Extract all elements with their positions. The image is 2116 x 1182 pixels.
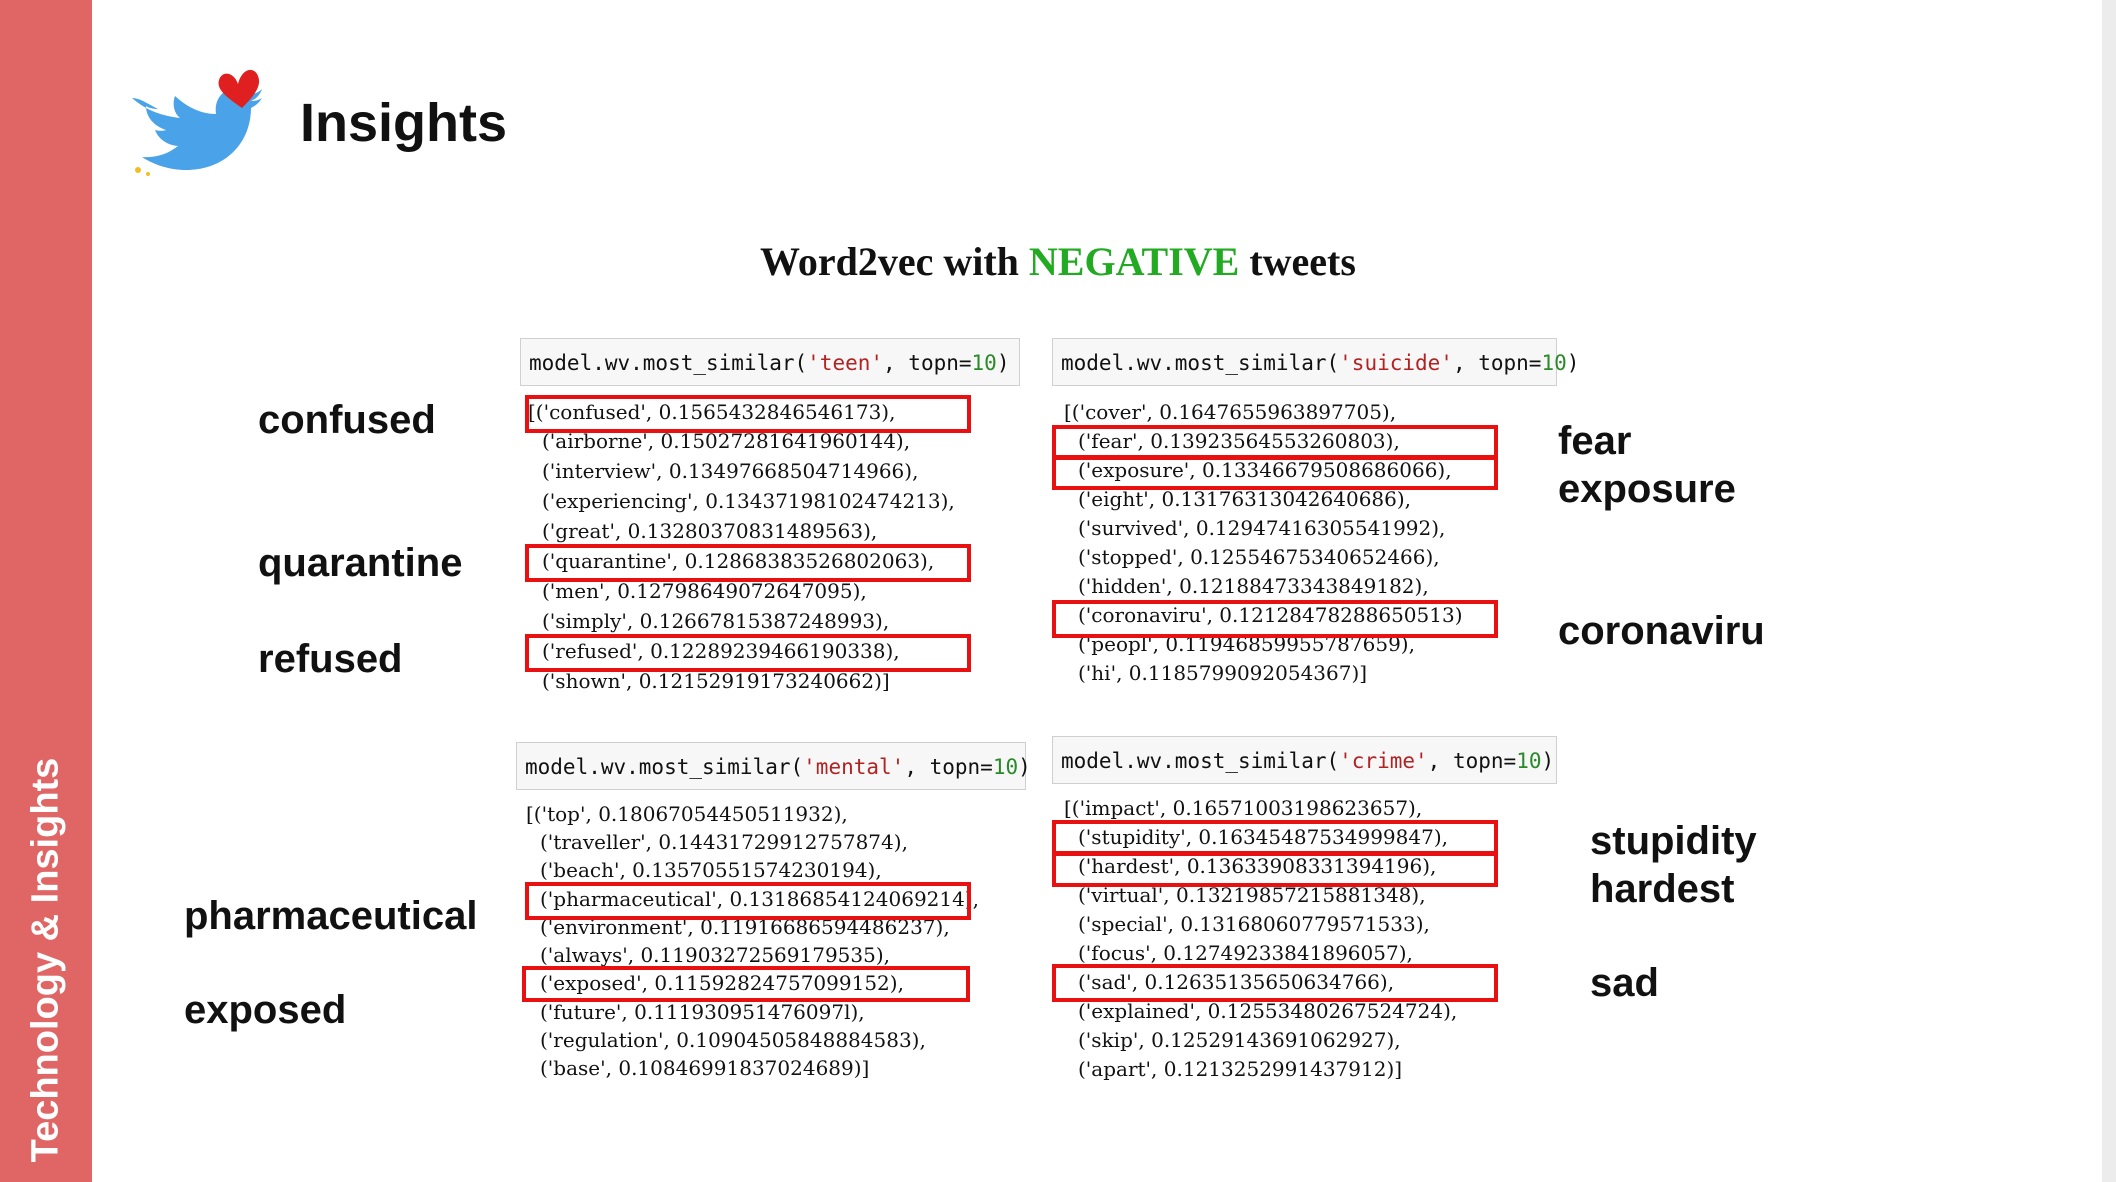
result-line: ('great', 0.13280370831489563), <box>542 519 878 543</box>
result-line: ('focus', 0.12749233841896057), <box>1078 941 1413 965</box>
annotation-pharmaceutical: pharmaceutical <box>184 894 478 938</box>
highlight-box <box>525 634 971 672</box>
result-line: ('fear', 0.13923564553260803), <box>1078 429 1400 453</box>
sidebar-label: Technology & Insights <box>24 757 67 1163</box>
result-line: ('special', 0.13168060779571533), <box>1078 912 1430 936</box>
annotation-fear: fear <box>1558 419 1632 463</box>
highlight-box <box>1052 600 1498 638</box>
result-line: ('eight', 0.13176313042640686), <box>1078 487 1412 511</box>
result-line: ('hi', 0.1185799092054367)] <box>1078 661 1368 685</box>
result-line: ('pharmaceutical', 0.13186854124069214), <box>540 887 980 911</box>
annotation-sad: sad <box>1590 961 1659 1005</box>
twitter-bird-heart-icon <box>128 66 262 178</box>
result-line: ('apart', 0.1213252991437912)] <box>1078 1057 1403 1081</box>
result-line: ('hidden', 0.12188473343849182), <box>1078 574 1429 598</box>
query-prefix: model.wv.most_similar( <box>525 755 804 779</box>
query-topn: 10 <box>971 351 997 375</box>
query-suicide: model.wv.most_similar('suicide', topn=10… <box>1052 338 1579 386</box>
query-topn: 10 <box>1541 351 1567 375</box>
query-prefix: model.wv.most_similar( <box>1061 749 1340 773</box>
annotation-refused: refused <box>258 637 403 681</box>
result-line: ('beach', 0.13570551574230194), <box>540 858 882 882</box>
result-line: ('stopped', 0.12554675340652466), <box>1078 545 1440 569</box>
annotation-quarantine: quarantine <box>258 541 463 585</box>
highlight-box <box>1052 425 1498 459</box>
slide-subtitle: Word2vec with NEGATIVE tweets <box>0 238 2116 285</box>
result-line: ('explained', 0.12553480267524724), <box>1078 999 1458 1023</box>
query-sep: , topn= <box>904 755 993 779</box>
result-line: ('experiencing', 0.13437198102474213), <box>542 489 955 513</box>
query-teen: model.wv.most_similar('teen', topn=10) <box>520 338 1020 386</box>
result-line: [('impact', 0.16571003198623657), <box>1064 796 1423 820</box>
result-line: ('virtual', 0.13219857215881348), <box>1078 883 1426 907</box>
query-suffix: ) <box>1566 351 1580 375</box>
query-sep: , topn= <box>883 351 972 375</box>
result-line: ('coronaviru', 0.12128478288650513) <box>1078 603 1463 627</box>
query-prefix: model.wv.most_similar( <box>529 351 808 375</box>
result-line: ('men', 0.12798649072647095), <box>542 579 867 603</box>
result-line: ('simply', 0.12667815387248993), <box>542 609 890 633</box>
page-title: Insights <box>300 93 508 153</box>
highlight-box <box>525 882 971 920</box>
result-line: ('interview', 0.13497668504714966), <box>542 459 919 483</box>
annotation-coronaviru: coronaviru <box>1558 609 1765 653</box>
result-line: ('sad', 0.12635135650634766), <box>1078 970 1395 994</box>
annotation-stupidity: stupidity <box>1590 819 1757 863</box>
result-line: ('always', 0.11903272569179535), <box>540 943 890 967</box>
result-line: ('hardest', 0.13633908331394196), <box>1078 854 1437 878</box>
result-line: ('shown', 0.12152919173240662)] <box>542 669 890 693</box>
query-word: 'crime' <box>1339 749 1428 773</box>
result-line: [('top', 0.18067054450511932), <box>526 802 848 826</box>
sidebar: Technology & Insights <box>0 0 92 1182</box>
subtitle-accent: NEGATIVE <box>1028 239 1240 284</box>
query-word: 'teen' <box>807 351 884 375</box>
query-topn: 10 <box>992 755 1019 779</box>
result-line: ('survived', 0.12947416305541992), <box>1078 516 1446 540</box>
right-edge-strip <box>2102 0 2116 1182</box>
result-line: ('stupidity', 0.16345487534999847), <box>1078 825 1448 849</box>
query-word: 'mental' <box>803 755 905 779</box>
annotation-confused: confused <box>258 398 436 442</box>
annotation-exposed: exposed <box>184 988 347 1032</box>
query-crime: model.wv.most_similar('crime', topn=10) <box>1052 736 1557 784</box>
highlight-box <box>1052 456 1498 490</box>
query-mental: model.wv.most_similar('mental', topn=10) <box>516 742 1031 790</box>
result-line: ('exposed', 0.11592824757099152), <box>540 971 904 995</box>
query-prefix: model.wv.most_similar( <box>1061 351 1340 375</box>
result-line: ('traveller', 0.14431729912757874), <box>540 830 908 854</box>
result-line: ('regulation', 0.10904505848884583), <box>540 1028 926 1052</box>
highlight-box <box>522 966 970 1002</box>
query-sep: , topn= <box>1452 351 1542 375</box>
result-line: ('base', 0.10846991837024689)] <box>540 1056 870 1080</box>
query-topn: 10 <box>1516 749 1542 773</box>
subtitle-prefix: Word2vec with <box>760 239 1029 284</box>
result-line: ('airborne', 0.15027281641960144), <box>542 429 911 453</box>
query-suffix: ) <box>1018 755 1031 779</box>
annotation-hardest: hardest <box>1590 867 1735 911</box>
query-suffix: ) <box>996 351 1010 375</box>
query-suffix: ) <box>1541 749 1555 773</box>
result-line: [('confused', 0.1565432846546173), <box>528 400 896 424</box>
highlight-box <box>1052 851 1498 887</box>
result-line: ('refused', 0.12289239466190338), <box>542 639 900 663</box>
result-line: ('skip', 0.12529143691062927), <box>1078 1028 1401 1052</box>
query-word: 'suicide' <box>1339 351 1453 375</box>
result-line: ('quarantine', 0.12868383526802063), <box>542 549 935 573</box>
subtitle-suffix: tweets <box>1239 239 1356 284</box>
result-line: ('future', 0.111930951476097l), <box>540 1000 865 1024</box>
highlight-box <box>525 544 971 582</box>
query-sep: , topn= <box>1427 749 1517 773</box>
result-line: [('cover', 0.1647655963897705), <box>1064 400 1397 424</box>
annotation-exposure: exposure <box>1558 467 1736 511</box>
highlight-box <box>1052 964 1498 1002</box>
highlight-box <box>525 395 971 433</box>
result-line: ('exposure', 0.13346679508686066), <box>1078 458 1452 482</box>
